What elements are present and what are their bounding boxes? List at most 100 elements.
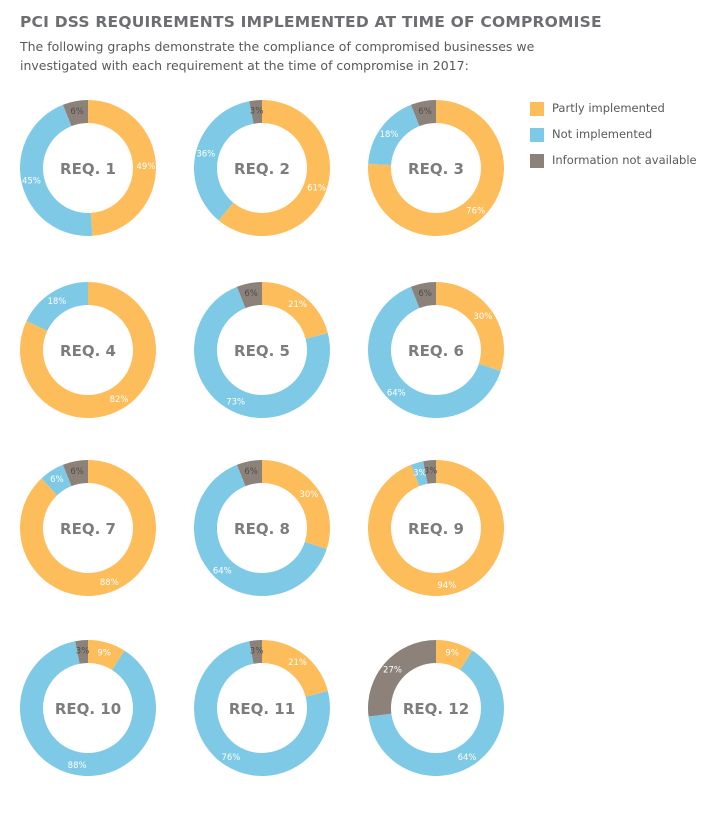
- label-req-10-not-implemented: 88%: [68, 761, 87, 771]
- slice-req-12-information-not-available: [368, 640, 436, 717]
- legend-label-na: Information not available: [552, 153, 697, 167]
- slice-req-2-not-implemented: [194, 101, 254, 221]
- label-req-4-not-implemented: 18%: [47, 297, 66, 307]
- slice-req-9-information-not-available: [423, 460, 436, 484]
- slice-req-9-partly-implemented: [367, 460, 504, 597]
- slice-req-11-partly-implemented: [262, 640, 328, 697]
- slice-req-7-not-implemented: [41, 464, 72, 496]
- label-req-9-not-implemented: 3%: [413, 468, 427, 478]
- slice-req-3-not-implemented: [368, 104, 420, 166]
- slice-req-11-not-implemented: [194, 641, 330, 776]
- label-req-5-information-not-available: 6%: [244, 289, 258, 299]
- slice-req-5-information-not-available: [236, 282, 262, 309]
- slice-req-6-partly-implemented: [436, 282, 504, 372]
- legend-swatch-partly: [530, 102, 544, 116]
- label-req-7-not-implemented: 6%: [50, 475, 64, 485]
- label-req-1-partly-implemented: 49%: [137, 162, 156, 172]
- slice-req-3-partly-implemented: [368, 100, 505, 236]
- label-req-8-not-implemented: 64%: [213, 566, 232, 576]
- label-req-2-not-implemented: 36%: [196, 150, 215, 160]
- label-req-12-partly-implemented: 9%: [445, 648, 459, 658]
- legend-swatch-na: [530, 154, 544, 168]
- slice-req-11-information-not-available: [249, 640, 262, 664]
- page-subtitle: The following graphs demonstrate the com…: [20, 39, 535, 73]
- page-title: PCI DSS REQUIREMENTS IMPLEMENTED AT TIME…: [20, 13, 602, 31]
- label-req-9-information-not-available: 3%: [424, 466, 438, 476]
- label-req-11-not-implemented: 76%: [221, 753, 240, 763]
- donut-title-req-3: REQ. 3: [408, 160, 464, 178]
- label-req-8-information-not-available: 6%: [244, 467, 258, 477]
- donut-req-9: 94% 3%3% REQ. 9: [367, 460, 504, 597]
- donut-req-2: 61% 36% 3% REQ. 2: [194, 100, 331, 236]
- donut-title-req-1: REQ. 1: [60, 160, 116, 178]
- slice-req-1-not-implemented: [20, 104, 93, 236]
- label-req-4-partly-implemented: 82%: [110, 395, 129, 405]
- label-req-11-information-not-available: 3%: [250, 646, 264, 656]
- slice-req-2-partly-implemented: [218, 100, 331, 236]
- label-req-11-partly-implemented: 21%: [288, 658, 307, 668]
- donut-req-11: 21% 76% 3% REQ. 11: [194, 640, 330, 776]
- label-req-7-partly-implemented: 88%: [100, 578, 119, 588]
- donut-req-4: 82% 18% REQ. 4: [19, 282, 156, 418]
- label-req-9-partly-implemented: 94%: [437, 581, 456, 591]
- slice-req-10-partly-implemented: [88, 640, 125, 671]
- slice-req-7-partly-implemented: [19, 460, 156, 596]
- slice-req-8-partly-implemented: [262, 460, 330, 550]
- label-req-2-information-not-available: 3%: [250, 106, 264, 116]
- slice-req-6-not-implemented: [367, 286, 501, 418]
- label-req-8-partly-implemented: 30%: [299, 490, 318, 500]
- donut-req-6: 30% 64% 6% REQ. 6: [367, 282, 504, 418]
- slice-req-5-not-implemented: [194, 286, 330, 418]
- label-req-12-information-not-available: 27%: [383, 666, 402, 676]
- slice-req-5-partly-implemented: [262, 282, 328, 339]
- label-req-3-not-implemented: 18%: [380, 130, 399, 140]
- slice-req-10-not-implemented: [19, 641, 157, 776]
- label-req-1-not-implemented: 45%: [22, 177, 41, 187]
- label-req-10-partly-implemented: 9%: [97, 648, 111, 658]
- donut-title-req-5: REQ. 5: [234, 342, 290, 360]
- slice-req-7-information-not-available: [62, 460, 88, 487]
- slice-req-3-information-not-available: [410, 100, 436, 127]
- slice-req-4-not-implemented: [26, 282, 88, 331]
- donut-title-req-4: REQ. 4: [60, 342, 116, 360]
- label-req-3-information-not-available: 6%: [418, 107, 432, 117]
- donut-title-req-7: REQ. 7: [60, 520, 116, 538]
- label-req-7-information-not-available: 6%: [70, 467, 84, 477]
- donut-req-10: 9% 88% 3% REQ. 10: [19, 640, 157, 776]
- label-req-5-partly-implemented: 21%: [288, 300, 307, 310]
- label-req-3-partly-implemented: 76%: [466, 206, 485, 216]
- label-req-6-information-not-available: 6%: [418, 289, 432, 299]
- donut-title-req-9: REQ. 9: [408, 520, 464, 538]
- label-req-5-not-implemented: 73%: [226, 398, 245, 408]
- label-req-2-partly-implemented: 61%: [307, 184, 326, 194]
- label-req-1-information-not-available: 6%: [70, 107, 84, 117]
- slice-req-6-information-not-available: [410, 282, 436, 309]
- slice-req-12-partly-implemented: [436, 640, 473, 671]
- donut-title-req-8: REQ. 8: [234, 520, 290, 538]
- slice-req-1-partly-implemented: [88, 100, 156, 236]
- slice-req-4-partly-implemented: [19, 282, 156, 418]
- legend-swatch-not: [530, 128, 544, 142]
- slice-req-8-not-implemented: [194, 464, 327, 596]
- donut-title-req-2: REQ. 2: [234, 160, 290, 178]
- donut-req-5: 21% 73% 6% REQ. 5: [194, 282, 330, 418]
- donut-title-req-6: REQ. 6: [408, 342, 464, 360]
- donut-title-req-10: REQ. 10: [55, 700, 121, 718]
- label-req-6-partly-implemented: 30%: [473, 312, 492, 322]
- donut-req-7: 88% 6% 6% REQ. 7: [19, 460, 156, 596]
- donut-req-12: 9% 64% 27% REQ. 12: [368, 640, 505, 776]
- donut-req-8: 30% 64% 6% REQ. 8: [194, 460, 330, 596]
- donut-req-1: 49% 45% 6% REQ. 1: [20, 100, 156, 236]
- label-req-12-not-implemented: 64%: [458, 753, 477, 763]
- slice-req-10-information-not-available: [75, 640, 88, 664]
- slice-req-2-information-not-available: [249, 100, 262, 124]
- legend-label-not: Not implemented: [552, 127, 653, 141]
- donut-title-req-11: REQ. 11: [229, 700, 295, 718]
- slice-req-9-not-implemented: [410, 461, 428, 487]
- slice-req-8-information-not-available: [236, 460, 262, 487]
- slice-req-1-information-not-available: [62, 100, 88, 127]
- legend-label-partly: Partly implemented: [552, 101, 665, 115]
- slice-req-12-not-implemented: [368, 650, 505, 776]
- label-req-10-information-not-available: 3%: [76, 646, 90, 656]
